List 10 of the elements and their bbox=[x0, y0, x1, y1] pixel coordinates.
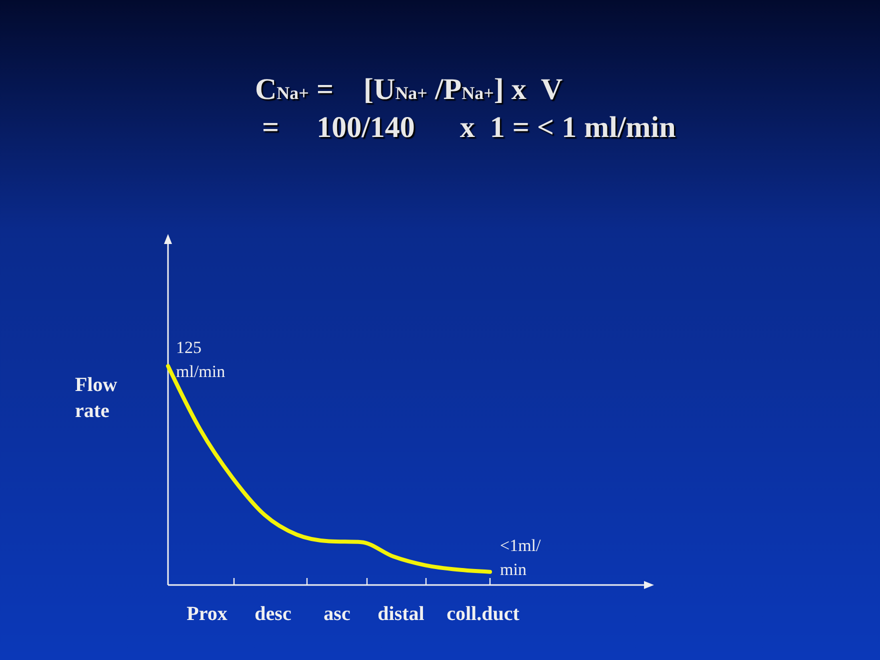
annotation: 125 ml/min bbox=[176, 338, 226, 381]
annotation: <1ml/ min bbox=[500, 536, 542, 579]
text: asc bbox=[324, 603, 350, 625]
text: coll.duct bbox=[446, 603, 520, 625]
text: distal bbox=[378, 603, 425, 625]
y-axis-title: Flow rate bbox=[75, 374, 118, 422]
chart-subtitle: = 100/140 x 1 = < 1 ml/min bbox=[262, 111, 676, 144]
text: Prox bbox=[186, 603, 228, 625]
chart-title: CNa+ = [UNa+ /PNa+] x V bbox=[255, 73, 563, 106]
text: desc bbox=[254, 603, 292, 625]
